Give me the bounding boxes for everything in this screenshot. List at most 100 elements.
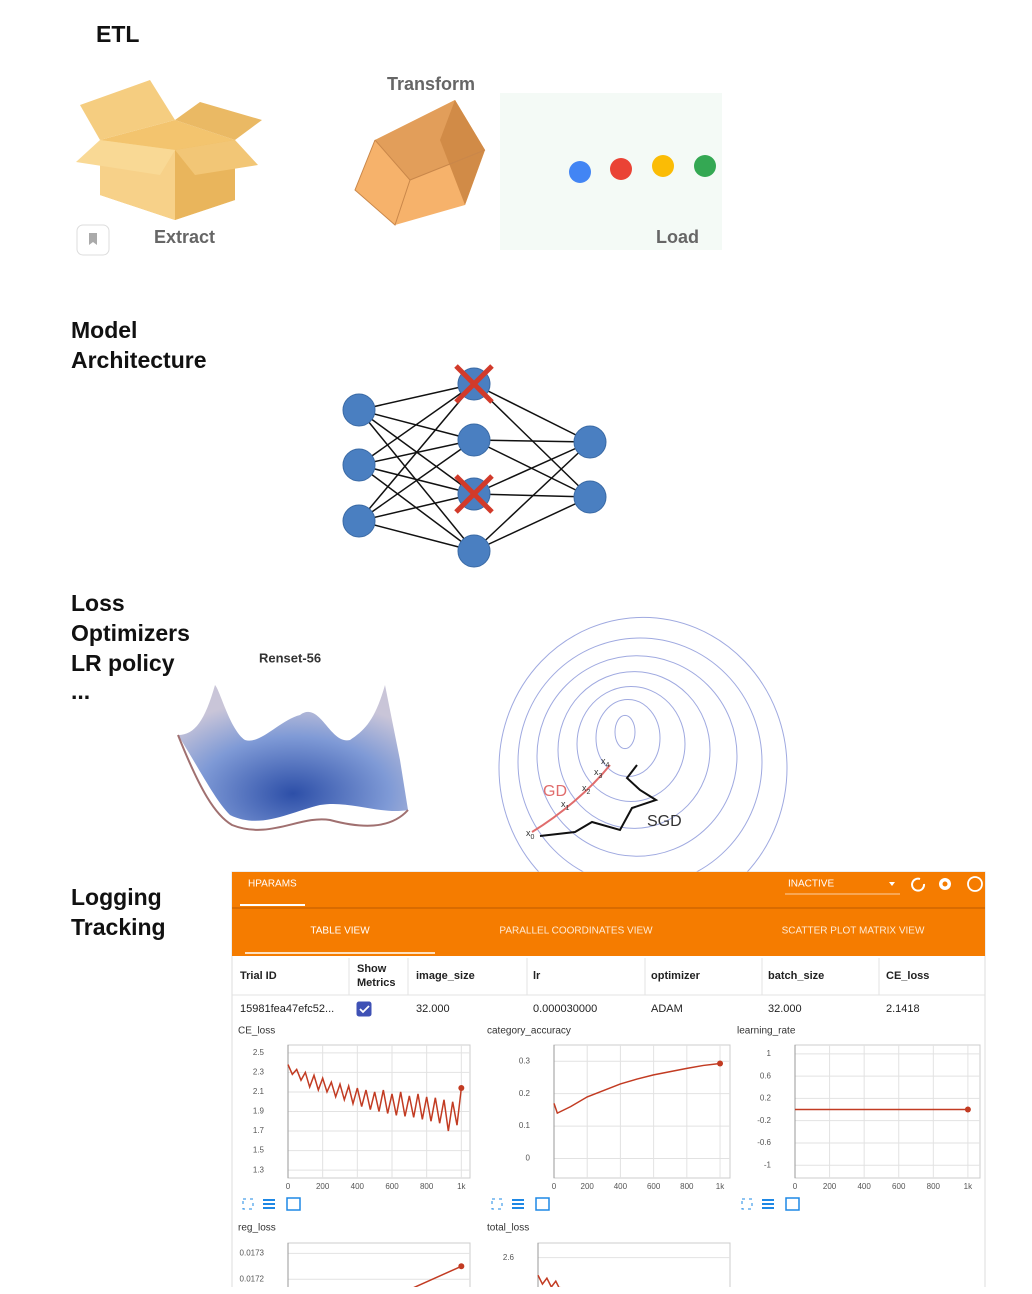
column-header: Trial ID (240, 970, 277, 982)
tab-bar (232, 908, 985, 956)
iterate-sub: 2 (587, 789, 591, 796)
cell: ADAM (651, 1003, 683, 1015)
node (342, 393, 376, 427)
expand-icon[interactable] (491, 1198, 503, 1210)
surface-title: Renset-56 (259, 650, 321, 665)
series-line (287, 1064, 463, 1132)
edge (358, 520, 475, 552)
iterate-base: x (601, 756, 606, 766)
fit-icon[interactable] (535, 1197, 550, 1211)
x-tick-label: 200 (823, 1182, 837, 1191)
x-tick-label: 800 (680, 1182, 694, 1191)
cell: 2.1418 (886, 1003, 920, 1015)
series-line (413, 1265, 462, 1287)
tab[interactable]: TABLE VIEW (310, 926, 370, 937)
x-tick-label: 0 (793, 1182, 798, 1191)
end-point (559, 1286, 561, 1287)
fit-icon[interactable] (785, 1197, 800, 1211)
iterate-base: x (526, 828, 531, 838)
edge (358, 383, 475, 411)
iterate-sub: 1 (566, 805, 570, 812)
expand-icon[interactable] (242, 1198, 254, 1210)
cell: 32.000 (416, 1003, 450, 1015)
x-tick-label: 1k (964, 1182, 973, 1191)
cell: 0.000030000 (533, 1003, 597, 1015)
label: Extract (154, 227, 215, 247)
loss-surface (177, 685, 409, 831)
edge (358, 383, 475, 522)
iterate-sub: 3 (599, 773, 603, 780)
edge (473, 441, 591, 552)
y-tick-label: 0.6 (760, 1071, 772, 1080)
panel-title: category_accuracy (487, 1026, 571, 1037)
x-tick-label: 800 (927, 1182, 941, 1191)
x-tick-label: 1k (716, 1182, 725, 1191)
x-tick-label: 1k (457, 1182, 466, 1191)
status-dropdown[interactable]: INACTIVE (788, 879, 834, 890)
column-header: lr (533, 970, 541, 982)
x-tick-label: 200 (581, 1182, 595, 1191)
node (457, 534, 491, 568)
contour (517, 637, 763, 887)
label: Load (656, 227, 699, 247)
iterate-sub: 4 (606, 762, 610, 769)
y-tick-label: 0.1 (519, 1121, 531, 1130)
expand-icon[interactable] (741, 1198, 753, 1210)
tab[interactable]: PARALLEL COORDINATES VIEW (499, 926, 653, 937)
iterate-base: x (561, 799, 566, 809)
dot (610, 158, 632, 180)
end-point (717, 1060, 724, 1067)
end-point (964, 1106, 971, 1113)
checkmark (359, 1005, 370, 1014)
end-point (458, 1085, 465, 1092)
bookmark-icon (89, 233, 97, 245)
heading: Loss (71, 590, 125, 616)
y-tick-label: -1 (764, 1160, 772, 1169)
app-title[interactable]: HPARAMS (248, 879, 297, 890)
column-header: Show (357, 963, 387, 975)
y-tick-label: 2.5 (253, 1048, 265, 1057)
sgd-path (539, 764, 659, 837)
panel-title: learning_rate (737, 1026, 796, 1037)
end-point (458, 1263, 465, 1270)
transform-cube (354, 100, 486, 226)
x-tick-label: 600 (385, 1182, 399, 1191)
node (342, 448, 376, 482)
dot (569, 161, 591, 183)
x-tick-label: 800 (420, 1182, 434, 1191)
column-header: batch_size (768, 970, 824, 982)
heading: Optimizers (71, 620, 190, 646)
node (573, 425, 607, 459)
tab[interactable]: SCATTER PLOT MATRIX VIEW (782, 926, 925, 937)
y-tick-label: 0 (526, 1154, 531, 1163)
x-tick-label: 600 (892, 1182, 906, 1191)
dropout-mark (454, 474, 494, 514)
help-icon[interactable] (967, 876, 983, 892)
checkbox[interactable] (356, 1001, 372, 1017)
refresh-icon[interactable] (911, 877, 926, 892)
edge (358, 383, 475, 466)
contour (614, 714, 636, 750)
y-tick-label: 0.0172 (240, 1274, 265, 1283)
iterate-sub: 0 (531, 834, 535, 841)
edge (358, 493, 475, 522)
iterate-base: x (582, 783, 587, 793)
node (342, 504, 376, 538)
column-header: image_size (416, 970, 475, 982)
panel-title: total_loss (487, 1223, 529, 1234)
fit-icon[interactable] (286, 1197, 301, 1211)
column-header: Metrics (357, 977, 396, 989)
y-tick-label: 0.2 (519, 1089, 531, 1098)
label: Transform (387, 74, 475, 94)
heading: ... (71, 678, 90, 704)
iterate-label: x1 (561, 799, 570, 811)
column-header: optimizer (651, 970, 701, 982)
heading: Tracking (71, 914, 166, 940)
extract-box (76, 80, 262, 220)
heading: LR policy (71, 650, 175, 676)
hparams-screenshot: HPARAMS INACTIVE TABLE VIEW PARALLEL COOR… (231, 871, 986, 1287)
y-tick-label: 1.7 (253, 1126, 265, 1135)
x-tick-label: 400 (614, 1182, 628, 1191)
y-tick-label: 1.5 (253, 1146, 265, 1155)
